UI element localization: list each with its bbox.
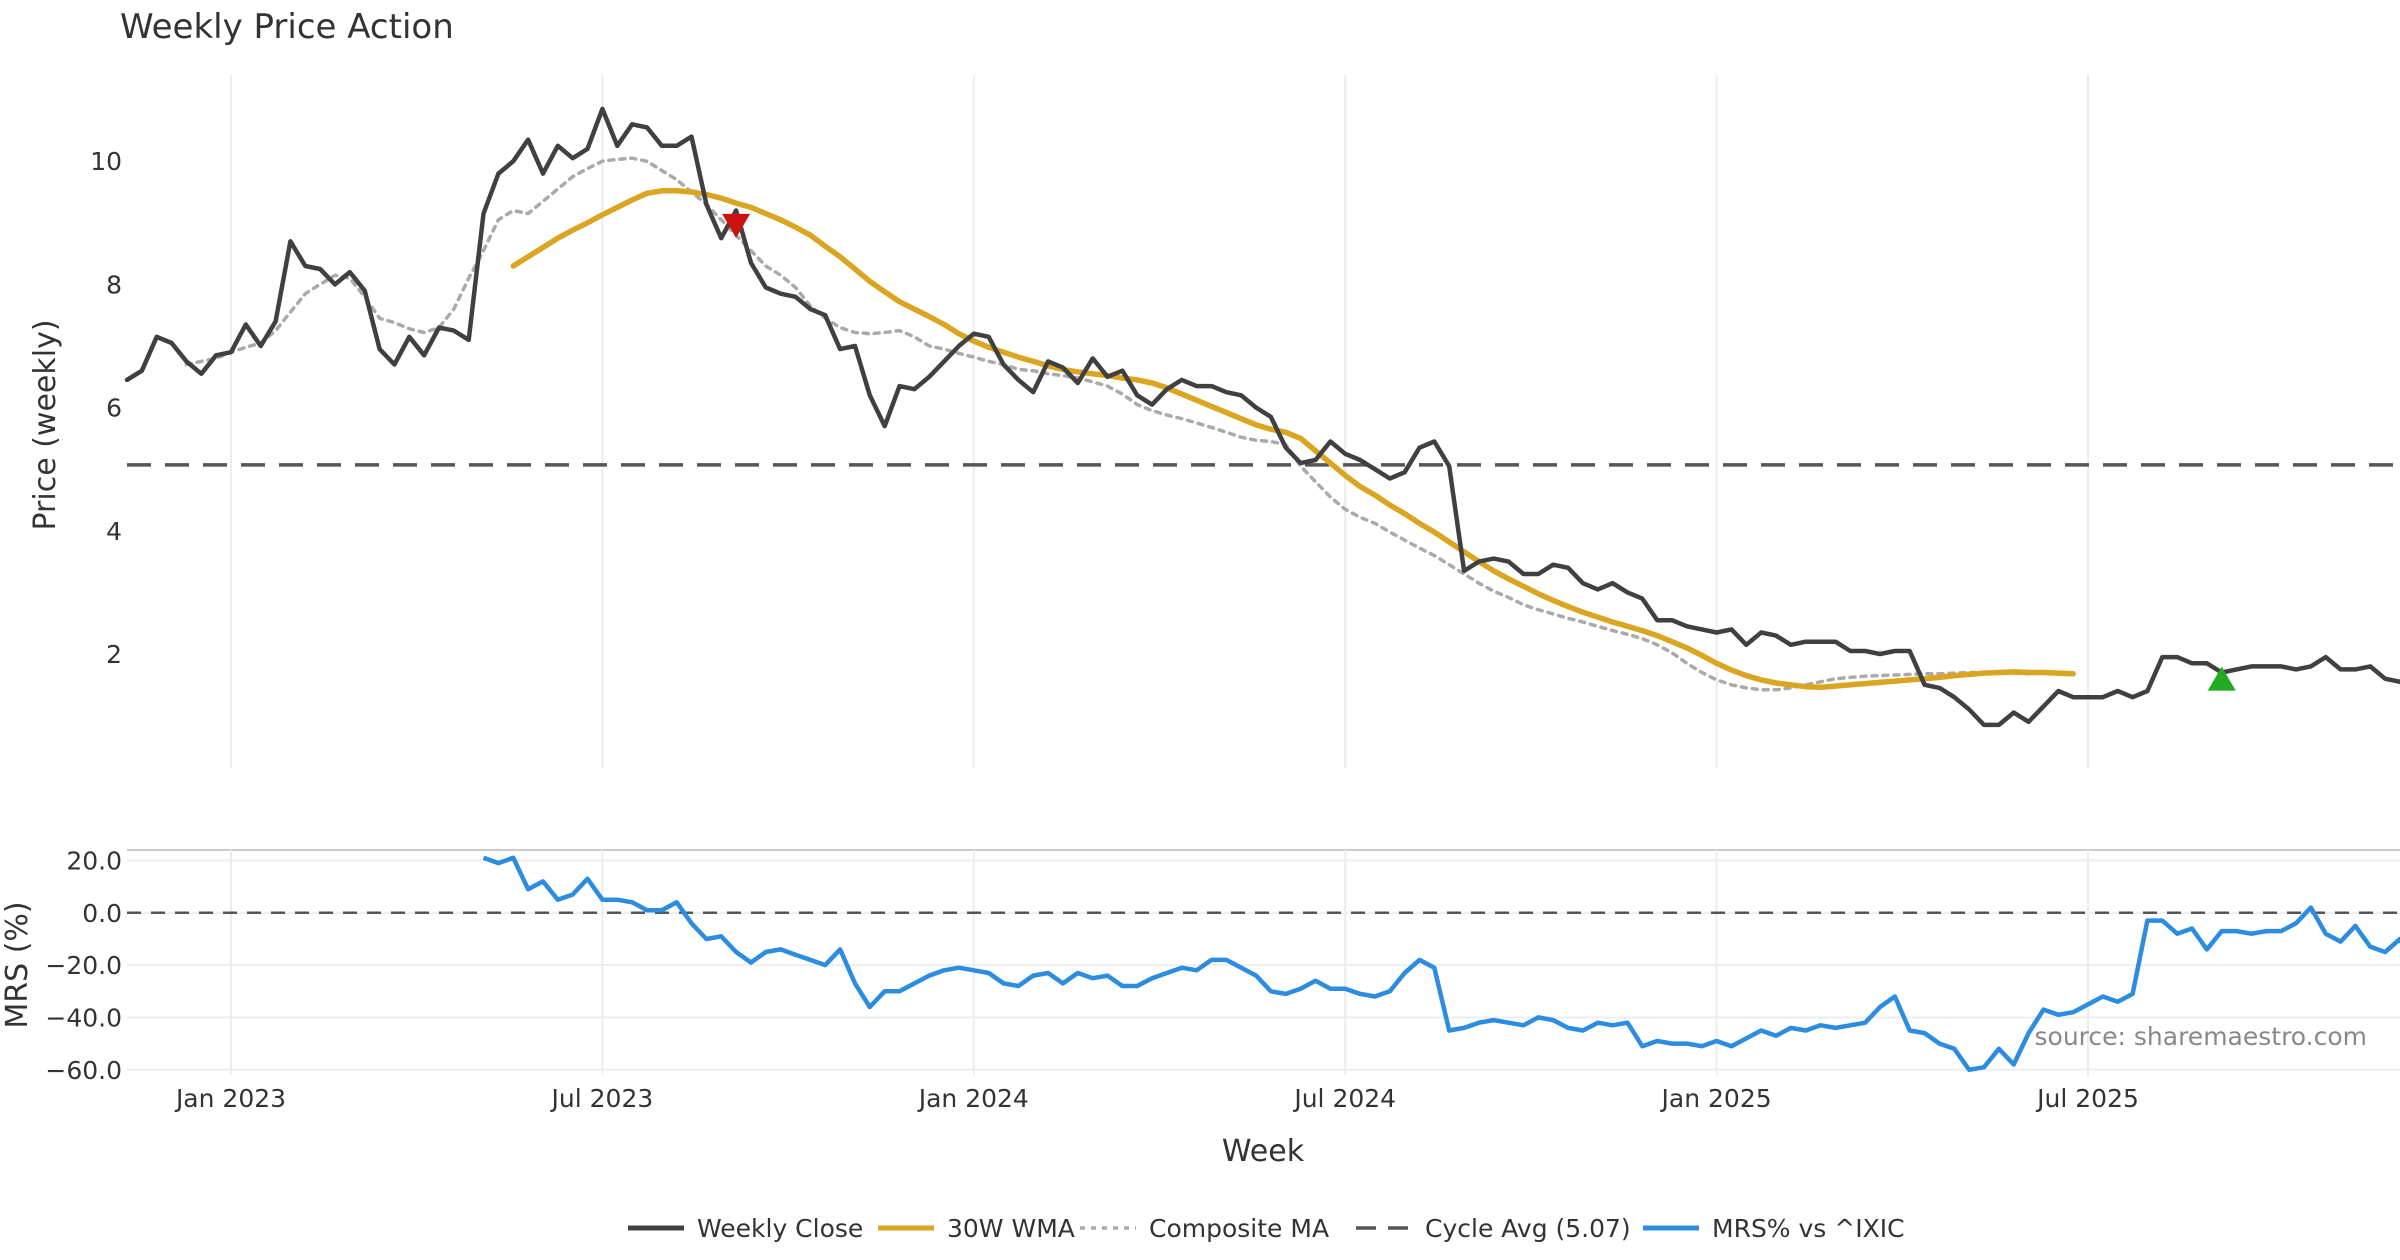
wma-30w-line bbox=[510, 188, 2076, 691]
price-panel: 2 4 6 8 10 bbox=[90, 75, 2400, 768]
chart-title: Weekly Price Action bbox=[120, 7, 454, 47]
mrs-line bbox=[482, 855, 2400, 1073]
mrs-y-tick-label: −20.0 bbox=[45, 951, 122, 980]
buy-signal-marker bbox=[2207, 666, 2236, 691]
price-y-tick-label: 4 bbox=[106, 517, 122, 546]
source-annotation: source: sharemaestro.com bbox=[2035, 1022, 2368, 1051]
x-tick-label: Jan 2023 bbox=[174, 1084, 286, 1113]
x-tick-label: Jul 2024 bbox=[1292, 1084, 1396, 1113]
price-y-ticks: 2 4 6 8 10 bbox=[90, 147, 122, 669]
x-tick-label: Jan 2025 bbox=[1660, 1084, 1772, 1113]
mrs-y-ticks: 20.0 0.0 −20.0 −40.0 −60.0 bbox=[45, 846, 122, 1084]
x-axis-ticks: Jan 2023 Jul 2023 Jan 2024 Jul 2024 Jan 2025… bbox=[174, 1084, 2139, 1113]
mrs-y-tick-label: 0.0 bbox=[82, 899, 122, 928]
x-tick-label: Jul 2023 bbox=[550, 1084, 654, 1113]
mrs-y-tick-label: 20.0 bbox=[66, 846, 122, 875]
mrs-y-tick-label: −40.0 bbox=[45, 1003, 122, 1032]
mrs-y-tick-label: −60.0 bbox=[45, 1056, 122, 1085]
price-y-tick-label: 2 bbox=[106, 640, 122, 669]
legend-label: 30W WMA bbox=[947, 1214, 1075, 1243]
price-y-tick-label: 8 bbox=[106, 270, 122, 299]
x-tick-label: Jul 2025 bbox=[2035, 1084, 2139, 1113]
legend: Weekly Close 30W WMA Composite MA Cycle Avg… bbox=[628, 1214, 1905, 1243]
composite-ma-line bbox=[184, 156, 2031, 692]
price-y-tick-label: 10 bbox=[90, 147, 122, 176]
price-y-tick-label: 6 bbox=[106, 394, 122, 423]
legend-label: MRS% vs ^IXIC bbox=[1712, 1214, 1905, 1243]
x-axis-label: Week bbox=[1222, 1134, 1305, 1169]
mrs-panel: 20.0 0.0 −20.0 −40.0 −60.0 bbox=[45, 846, 2400, 1085]
price-series-group bbox=[124, 106, 2400, 728]
mrs-y-axis-label: MRS (%) bbox=[0, 901, 35, 1028]
legend-label: Weekly Close bbox=[697, 1214, 863, 1243]
legend-label: Composite MA bbox=[1149, 1214, 1329, 1243]
weekly-close-line bbox=[124, 106, 2400, 728]
mrs-series-group bbox=[482, 855, 2400, 1073]
sell-signal-marker bbox=[722, 213, 751, 238]
x-tick-label: Jan 2024 bbox=[917, 1084, 1029, 1113]
legend-label: Cycle Avg (5.07) bbox=[1425, 1214, 1631, 1243]
price-gridlines bbox=[229, 75, 2090, 768]
signal-markers bbox=[722, 213, 2236, 691]
price-y-axis-label: Price (weekly) bbox=[28, 319, 63, 530]
